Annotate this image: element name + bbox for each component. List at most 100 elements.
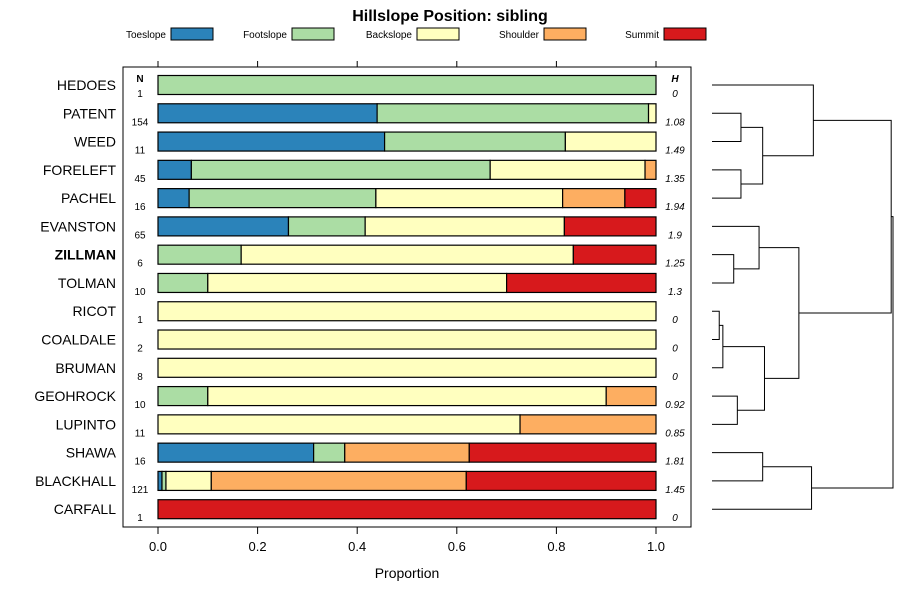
h-value: 0 [672, 315, 678, 326]
bar-segment-backslope [240, 244, 574, 265]
h-value: 1.3 [668, 287, 682, 298]
bar-segment-backslope [647, 103, 657, 124]
row-label: CARFALL [54, 501, 116, 517]
row-label: SHAWA [66, 445, 117, 461]
legend-swatch [291, 27, 335, 41]
h-value: 1.49 [665, 146, 685, 157]
n-value: 65 [134, 230, 146, 241]
bar-segment-footslope [287, 216, 366, 237]
dendrogram-branch [798, 119, 892, 314]
row-blackhall: BLACKHALL 121 1.45 [35, 470, 685, 496]
bar-segment-footslope [188, 188, 377, 209]
legend: Toeslope Footslope Backslope Shoulder Summit [126, 27, 707, 41]
row-label: LUPINTO [56, 416, 117, 432]
legend-label: Backslope [366, 30, 413, 41]
legend-label: Footslope [243, 30, 287, 41]
n-value: 11 [135, 146, 146, 157]
row-label: ZILLMAN [55, 247, 116, 263]
row-label: EVANSTON [40, 218, 116, 234]
legend-item-toeslope: Toeslope [126, 27, 214, 41]
n-value: 121 [132, 485, 149, 496]
legend-swatch [416, 27, 460, 41]
legend-label: Toeslope [126, 30, 166, 41]
row-carfall: CARFALL 1 0 [54, 499, 678, 524]
bar-segment-footslope [190, 159, 491, 180]
row-label: BLACKHALL [35, 473, 116, 489]
dendrogram-branch [759, 247, 800, 379]
bar-segment-shoulder [644, 159, 657, 180]
row-coaldale: COALDALE 2 0 [41, 329, 678, 355]
row-ricot: RICOT 1 0 [72, 301, 678, 326]
x-axis-title: Proportion [375, 565, 440, 581]
h-column-header: H [671, 74, 679, 85]
row-zillman: ZILLMAN 6 1.25 [55, 244, 685, 270]
dendrogram-branch [712, 452, 764, 482]
bar-segment-toeslope [157, 216, 290, 237]
dendrogram-branch [712, 310, 720, 341]
legend-label: Summit [625, 30, 659, 41]
dendrogram-branch [712, 225, 760, 270]
dendrogram-branch [712, 395, 738, 425]
legend-label: Shoulder [499, 30, 540, 41]
n-column-header: N [136, 74, 143, 85]
n-value: 154 [132, 117, 149, 128]
n-value: 16 [134, 202, 146, 213]
bar-segment-summit [563, 216, 657, 237]
n-value: 8 [137, 372, 143, 383]
row-label: BRUMAN [55, 360, 116, 376]
legend-swatch [543, 27, 587, 41]
row-tolman: TOLMAN 10 1.3 [58, 272, 682, 298]
h-value: 0 [672, 372, 678, 383]
row-hedoes: HEDOES 1 0 [57, 74, 678, 100]
bar-segment-backslope [207, 385, 607, 407]
chart-title: Hillslope Position: sibling [352, 8, 548, 25]
dendrogram-branch [712, 169, 742, 199]
n-value: 1 [137, 513, 143, 524]
n-value: 1 [137, 315, 143, 326]
dendrogram-branch [712, 466, 813, 510]
row-evanston: EVANSTON 65 1.9 [40, 216, 682, 241]
n-value: 11 [135, 428, 146, 439]
row-foreleft: FORELEFT 45 1.35 [43, 159, 685, 185]
dendrogram-branch [712, 254, 735, 284]
h-value: 1.25 [665, 259, 685, 270]
bar-segment-summit [506, 272, 657, 294]
h-value: 0 [672, 513, 678, 524]
plot-frame [122, 66, 692, 528]
bar-segment-shoulder [605, 385, 657, 407]
n-value: 16 [134, 457, 146, 468]
row-label: GEOHROCK [34, 388, 116, 404]
row-geohrock: GEOHROCK 10 0.92 [34, 385, 685, 411]
h-value: 1.35 [665, 174, 685, 185]
n-value: 2 [137, 344, 143, 355]
x-tick-label: 0.6 [448, 539, 466, 554]
n-value: 45 [134, 174, 146, 185]
row-label: TOLMAN [58, 275, 116, 291]
legend-item-summit: Summit [625, 27, 707, 41]
dendrogram-branch [722, 346, 765, 411]
row-label: PATENT [63, 105, 117, 121]
bar-segment-footslope [313, 442, 346, 463]
n-value: 6 [137, 259, 143, 270]
legend-swatch [170, 27, 214, 41]
legend-item-backslope: Backslope [366, 27, 460, 41]
bar-segment-shoulder [210, 470, 467, 492]
legend-item-footslope: Footslope [243, 27, 335, 41]
dendrogram-branch [740, 126, 764, 185]
bar-segment-backslope [564, 131, 657, 152]
h-value: 0 [672, 344, 678, 355]
dendrogram-branch [811, 216, 894, 489]
bar-segment-footslope [376, 103, 650, 124]
row-label: FORELEFT [43, 162, 117, 178]
x-tick-label: 0.0 [149, 539, 167, 554]
bar-segment-summit [572, 244, 657, 265]
x-tick-label: 0.8 [547, 539, 565, 554]
h-value: 1.45 [665, 485, 685, 496]
bar-segment-footslope [383, 131, 566, 152]
bar-segment-backslope [157, 301, 657, 322]
legend-item-shoulder: Shoulder [499, 27, 587, 41]
x-axis: 0.0 0.2 0.4 0.6 0.8 1.0 [149, 527, 665, 554]
bar-segment-toeslope [157, 188, 190, 209]
row-label: WEED [74, 134, 116, 150]
